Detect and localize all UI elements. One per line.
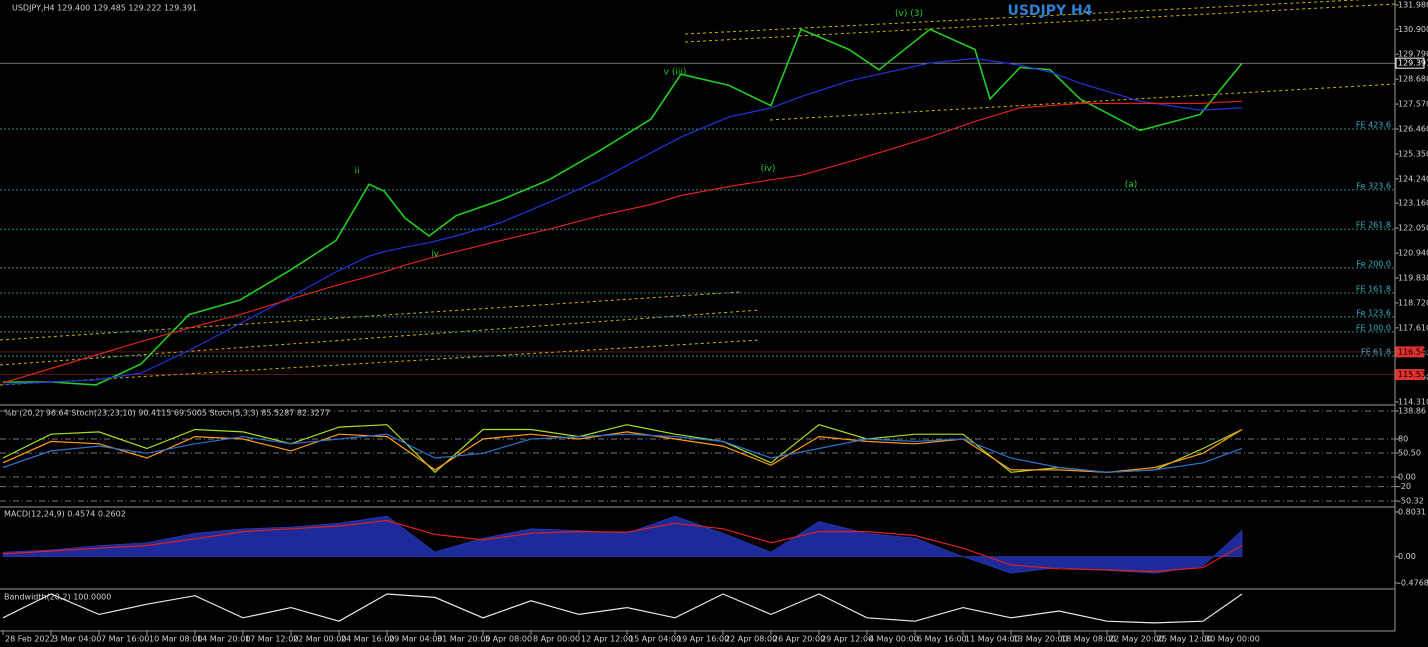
price-label: 116.540 [1398, 347, 1428, 356]
chart-title: USDJPY H4 [1007, 3, 1092, 19]
x-tick-label: 28 Feb 2022 [5, 635, 55, 644]
y-tick-label: 127.570 [1398, 100, 1428, 109]
y-tick-label: -0.4768 [1398, 579, 1428, 588]
price-box [1395, 369, 1425, 381]
channel-line [769, 83, 1396, 121]
x-tick-label: 10 Mar 08:00 [149, 635, 202, 644]
y-tick-label: 119.830 [1398, 273, 1428, 282]
price-label: 129.391 [1398, 59, 1428, 68]
series-line [2, 433, 1243, 473]
x-tick-label: 29 Mar 04:00 [389, 635, 442, 644]
y-tick-label: 131.980 [1398, 1, 1428, 10]
x-tick-label: 5 Apr 08:00 [485, 635, 532, 644]
y-tick-label: -50.32 [1398, 497, 1424, 506]
channel-line [684, 3, 1396, 43]
wave-label: (a) [1125, 180, 1138, 190]
series-line [2, 593, 1243, 624]
fibo-label: Fe 123.6 [1356, 308, 1391, 317]
y-tick-label: 138.86 [1398, 407, 1426, 416]
x-tick-label: 25 May 12:00 [1157, 635, 1212, 644]
channel-line [0, 309, 761, 366]
x-tick-label: 19 Apr 16:00 [677, 635, 729, 644]
price-box [1395, 57, 1425, 69]
wave-label: iv [431, 249, 440, 259]
wave-label: (iv) [761, 164, 776, 174]
fibo-label: FE 100.0 [1356, 323, 1391, 332]
x-tick-label: 31 Mar 20:00 [437, 635, 490, 644]
y-tick-label: 118.720 [1398, 298, 1428, 307]
channel-line [684, 0, 1366, 35]
y-tick-label: 128.680 [1398, 75, 1428, 84]
x-tick-label: 15 Apr 04:00 [629, 635, 681, 644]
x-tick-label: 29 Apr 12:00 [821, 635, 873, 644]
y-tick-label: 117.610 [1398, 323, 1428, 332]
y-tick-label: 50.50 [1398, 449, 1421, 458]
wave-label: (v) (3) [895, 9, 923, 19]
x-tick-label: 4 May 00:00 [869, 635, 919, 644]
y-tick-label: -20 [1398, 482, 1411, 491]
x-tick-label: 6 May 16:00 [917, 635, 967, 644]
y-tick-label: 122.050 [1398, 224, 1428, 233]
channel-line [0, 339, 761, 386]
series-line [2, 519, 1243, 573]
x-tick-label: 26 Apr 20:00 [773, 635, 825, 644]
x-tick-label: 13 May 20:00 [1013, 635, 1068, 644]
x-tick-label: 30 May 00:00 [1205, 635, 1260, 644]
y-tick-label: 126.460 [1398, 125, 1428, 134]
y-tick-label: 120.940 [1398, 249, 1428, 258]
y-tick-label: 114.310 [1398, 398, 1428, 407]
price-box [1395, 346, 1425, 358]
x-tick-label: 22 Mar 00:00 [293, 635, 346, 644]
y-tick-label: 125.350 [1398, 149, 1428, 158]
series-line [3, 28, 1243, 386]
x-tick-label: 22 May 20:00 [1109, 635, 1164, 644]
x-tick-label: 18 May 08:00 [1061, 635, 1116, 644]
y-tick-label: 0.00 [1398, 552, 1416, 561]
x-tick-label: 24 Mar 16:00 [341, 635, 394, 644]
y-tick-label: 130.900 [1398, 25, 1428, 34]
fibo-label: Fe 323.6 [1356, 181, 1391, 190]
y-tick-label: 123.160 [1398, 199, 1428, 208]
fibo-label: FE 161.8 [1356, 285, 1391, 294]
panel-header: %b (20,2) 96.64 Stoch(23,23,10) 90.4115 … [4, 409, 330, 418]
wave-label: v (iii) [664, 67, 687, 77]
series-line [2, 100, 1243, 384]
x-tick-label: 7 Mar 16:00 [101, 635, 149, 644]
series-line [2, 57, 1243, 385]
macd-histogram [2, 515, 1243, 574]
fibo-label: Fe 200.0 [1356, 259, 1391, 268]
series-line [2, 424, 1243, 474]
fibo-label: FE 261.8 [1356, 221, 1391, 230]
x-tick-label: 11 May 04:00 [965, 635, 1020, 644]
x-tick-label: 14 Mar 20:00 [197, 635, 250, 644]
y-tick-label: 80 [1398, 435, 1408, 444]
wave-label: ii [354, 166, 359, 176]
y-tick-label: 129.790 [1398, 50, 1428, 59]
x-tick-label: 17 Mar 12:00 [245, 635, 298, 644]
series-line [2, 428, 1243, 473]
x-tick-label: 12 Apr 12:00 [581, 635, 633, 644]
x-tick-label: 3 Mar 04:00 [53, 635, 101, 644]
y-tick-label: 124.240 [1398, 174, 1428, 183]
panel-header: MACD(12,24,9) 0.4574 0.2602 [4, 510, 126, 519]
chart-header: USDJPY,H4 129.400 129.485 129.222 129.39… [12, 4, 197, 13]
x-tick-label: 8 Apr 00:00 [533, 635, 580, 644]
y-tick-label: 0.00 [1398, 473, 1416, 482]
x-tick-label: 22 Apr 08:00 [725, 635, 777, 644]
fibo-label: FE 423.6 [1356, 121, 1391, 130]
y-tick-label: 0.8031 [1398, 508, 1426, 517]
price-label: 115.532 [1398, 370, 1428, 379]
